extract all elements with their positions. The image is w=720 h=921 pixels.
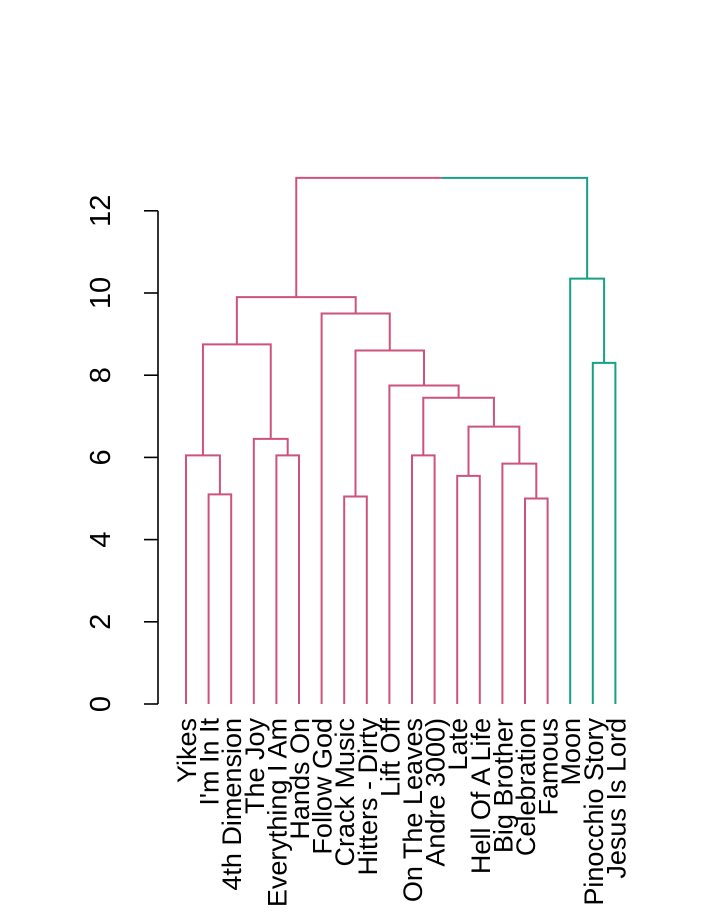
y-tick-label: 6 [85,449,117,465]
dendrogram-link [411,454,436,704]
dendrogram-link [467,425,521,476]
leaf-label: Pinocchio Story [579,718,609,906]
leaf-label: Moon [556,718,586,786]
y-axis: 0 2 4 6 8 10 12 [85,195,159,712]
leaf-label: Hitters - Dirty [353,718,383,876]
leaf-label: Yikes [172,718,202,783]
dendrogram-tree [185,176,617,704]
leaf-label: The Joy [240,718,270,815]
dendrogram-link [343,495,368,704]
y-tick-label: 0 [85,696,117,712]
dendrogram-link [275,454,300,704]
leaf-label: Everything I Am [262,718,292,907]
dendrogram-link [235,296,357,345]
y-tick-label: 8 [85,367,117,383]
leaf-label: Lift Off [375,718,405,798]
leaf-label: Andre 3000) [421,718,451,867]
leaf-label: Late [443,718,473,771]
leaf-label: Big Brother [488,718,518,853]
dendrogram-link [295,176,442,298]
dendrogram-link [591,361,617,704]
y-tick-label: 2 [85,614,117,630]
dendrogram-link [207,493,233,704]
leaf-label: Crack Music [330,718,360,867]
dendrogram-link [441,176,589,279]
dendrogram-link [524,497,549,704]
y-tick-label: 10 [85,277,117,309]
y-tick-label: 4 [85,532,117,548]
leaf-label: 4th Dimension [217,718,247,891]
leaf-label: Hell Of A Life [466,718,496,874]
dendrogram-link [252,437,289,704]
leaf-label: Celebration [511,718,541,856]
y-tick-label: 12 [85,195,117,227]
leaf-label: Hands On [285,718,315,840]
leaf-label: Famous [534,718,564,816]
dendrogram-link [185,454,221,704]
dendrogram-link [569,277,606,704]
dendrogram-link [456,474,481,704]
leaf-label: Jesus Is Lord [601,718,631,879]
leaf-label: I'm In It [195,718,225,806]
leaf-label: Follow God [308,718,338,855]
leaf-label: On The Leaves [398,718,428,902]
dendrogram-link [501,462,538,704]
